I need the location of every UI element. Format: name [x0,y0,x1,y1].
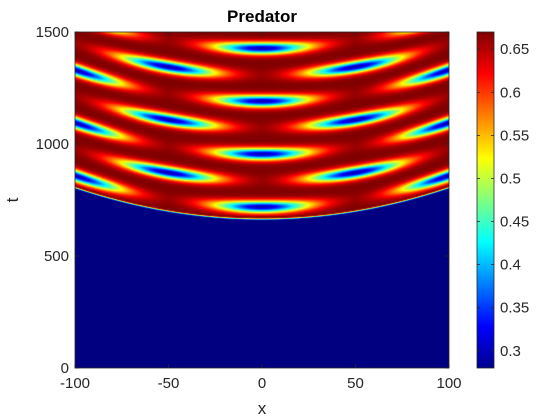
x-axis-label: x [258,399,267,418]
colorbar-gradient [476,31,495,369]
x-tick-label: 100 [436,375,461,392]
colorbar-tick-label: 0.3 [500,343,521,360]
x-axis: -100 -50 0 50 100 [60,32,462,392]
y-axis: 0 500 1000 1500 [36,24,449,377]
y-axis-label: t [3,197,22,202]
y-tick-label: 0 [61,360,69,377]
x-tick-label: 0 [258,375,266,392]
x-tick-label: 50 [347,375,364,392]
heatmap-plot-area [74,31,450,369]
colorbar-tick-label: 0.4 [500,257,521,274]
y-tick-label: 1000 [36,136,69,153]
colorbar-tick-label: 0.55 [500,127,529,144]
y-tick-label: 1500 [36,24,69,41]
colorbar-tick-label: 0.5 [500,170,521,187]
colorbar-tick-label: 0.6 [500,84,521,101]
colorbar: 0.3 0.35 0.4 0.45 0.5 0.55 0.6 0.65 [476,31,529,369]
chart-title: Predator [227,7,297,26]
colorbar-tick-label: 0.65 [500,41,529,58]
x-tick-label: -50 [158,375,180,392]
colorbar-tick-label: 0.45 [500,214,529,231]
colorbar-tick-label: 0.35 [500,300,529,317]
heatmap-canvas [75,32,449,368]
x-tick-label: -100 [60,375,90,392]
y-tick-label: 500 [44,248,69,265]
